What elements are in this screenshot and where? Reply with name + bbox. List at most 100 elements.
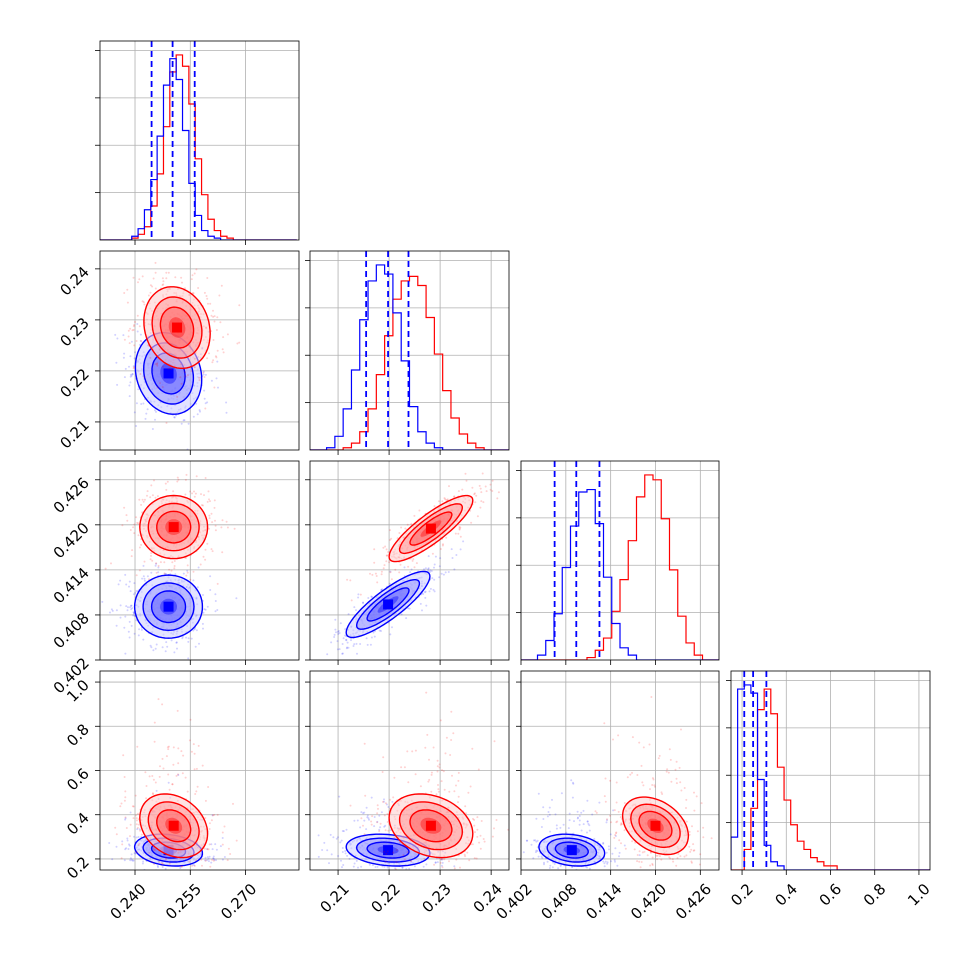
scatter-point-blue xyxy=(181,637,184,640)
scatter-point-blue xyxy=(554,871,556,873)
scatter-point-red xyxy=(220,526,223,529)
y-tick-label: 0.23 xyxy=(56,314,92,350)
scatter-point-red xyxy=(214,355,217,358)
scatter-point-blue xyxy=(143,876,145,878)
scatter-point-red xyxy=(172,490,175,493)
scatter-point-red xyxy=(445,736,448,739)
scatter-point-blue xyxy=(422,593,425,595)
scatter-point-red xyxy=(154,271,157,274)
scatter-point-red xyxy=(132,366,135,369)
scatter-point-blue xyxy=(580,811,583,814)
scatter-point-red xyxy=(177,747,180,750)
scatter-point-red xyxy=(386,821,389,823)
scatter-point-blue xyxy=(384,824,387,827)
scatter-point-red xyxy=(398,532,401,534)
scatter-point-blue xyxy=(124,367,127,370)
scatter-point-red xyxy=(119,805,122,808)
scatter-point-red xyxy=(444,498,447,501)
scatter-point-red xyxy=(191,274,194,277)
scatter-point-blue xyxy=(534,839,537,842)
scatter-point-blue xyxy=(149,644,152,647)
scatter-point-red xyxy=(210,819,213,822)
scatter-point-blue xyxy=(130,340,133,343)
scatter-point-blue xyxy=(142,564,145,567)
scatter-point-blue xyxy=(128,585,130,588)
scatter-point-red xyxy=(441,544,444,547)
scatter-point-red xyxy=(206,297,209,300)
scatter-point-red xyxy=(184,493,187,496)
scatter-point-blue xyxy=(214,610,217,613)
scatter-point-red xyxy=(398,571,401,574)
scatter-point-red xyxy=(138,325,141,328)
scatter-point-blue xyxy=(344,628,347,631)
scatter-point-red xyxy=(129,327,132,330)
contour-blue xyxy=(554,841,589,859)
scatter-point-blue xyxy=(549,864,552,867)
scatter-point-red xyxy=(215,356,218,359)
scatter-point-blue xyxy=(212,855,215,858)
scatter-point-blue xyxy=(548,806,551,809)
scatter-point-red xyxy=(481,472,484,475)
scatter-point-red xyxy=(158,775,161,778)
scatter-point-red xyxy=(465,812,467,815)
scatter-point-red xyxy=(126,288,129,291)
scatter-point-blue xyxy=(391,800,394,803)
contour-red xyxy=(147,801,200,851)
scatter-point-blue xyxy=(210,843,213,846)
scatter-point-blue xyxy=(115,845,118,848)
contour-red xyxy=(159,306,195,349)
scatter-point-blue xyxy=(199,410,201,413)
scatter-point-red xyxy=(123,799,126,802)
contour-blue xyxy=(366,841,410,859)
scatter-point-blue xyxy=(206,401,209,404)
scatter-point-blue xyxy=(605,821,608,824)
scatter-point-blue xyxy=(344,634,347,637)
scatter-point-blue xyxy=(167,781,170,784)
scatter-point-red xyxy=(208,828,211,830)
scatter-point-red xyxy=(400,766,403,769)
scatter-point-red xyxy=(226,526,229,529)
scatter-point-red xyxy=(165,858,167,861)
scatter-point-red xyxy=(176,395,179,398)
scatter-point-red xyxy=(148,851,151,854)
scatter-point-blue xyxy=(137,836,140,838)
scatter-point-red xyxy=(208,517,211,520)
scatter-point-red xyxy=(124,790,127,793)
scatter-point-blue xyxy=(180,422,183,425)
scatter-point-blue xyxy=(389,570,392,573)
scatter-point-blue xyxy=(345,828,348,831)
grid-lines xyxy=(100,671,299,870)
scatter-point-blue xyxy=(534,851,537,854)
scatter-point-red xyxy=(658,855,661,858)
scatter-point-red xyxy=(135,574,138,577)
y-tick-label: 0.408 xyxy=(50,609,93,652)
x-tick-label: 0.2 xyxy=(727,880,757,910)
scatter-point-blue xyxy=(130,853,133,856)
scatter-point-red xyxy=(156,495,159,498)
scatter-point-blue xyxy=(427,567,430,570)
scatter-point-blue xyxy=(574,876,576,878)
scatter-point-blue xyxy=(209,589,212,591)
scatter-point-red xyxy=(669,758,672,761)
scatter-point-red xyxy=(197,744,200,747)
scatter-point-blue xyxy=(128,636,131,639)
hist-panel-2 xyxy=(516,460,720,665)
scatter-point-red xyxy=(211,814,214,817)
scatter-point-blue xyxy=(334,628,337,631)
scatter-point-blue xyxy=(353,819,356,822)
scatter-point-blue xyxy=(378,629,381,632)
scatter-point-red xyxy=(479,506,482,509)
scatter-point-red xyxy=(394,568,397,571)
scatter-point-blue xyxy=(344,850,347,852)
scatter-point-blue xyxy=(614,860,616,863)
scatter-point-red xyxy=(390,578,393,581)
scatter-point-blue xyxy=(355,642,358,645)
scatter-point-blue xyxy=(570,779,573,782)
scatter-point-blue xyxy=(129,375,132,378)
scatter-point-red xyxy=(180,750,183,753)
scatter-point-red xyxy=(375,575,378,577)
scatter-point-blue xyxy=(181,635,184,638)
scatter-point-red xyxy=(212,315,215,318)
scatter-point-blue xyxy=(128,384,131,387)
scatter-point-red xyxy=(122,754,125,757)
